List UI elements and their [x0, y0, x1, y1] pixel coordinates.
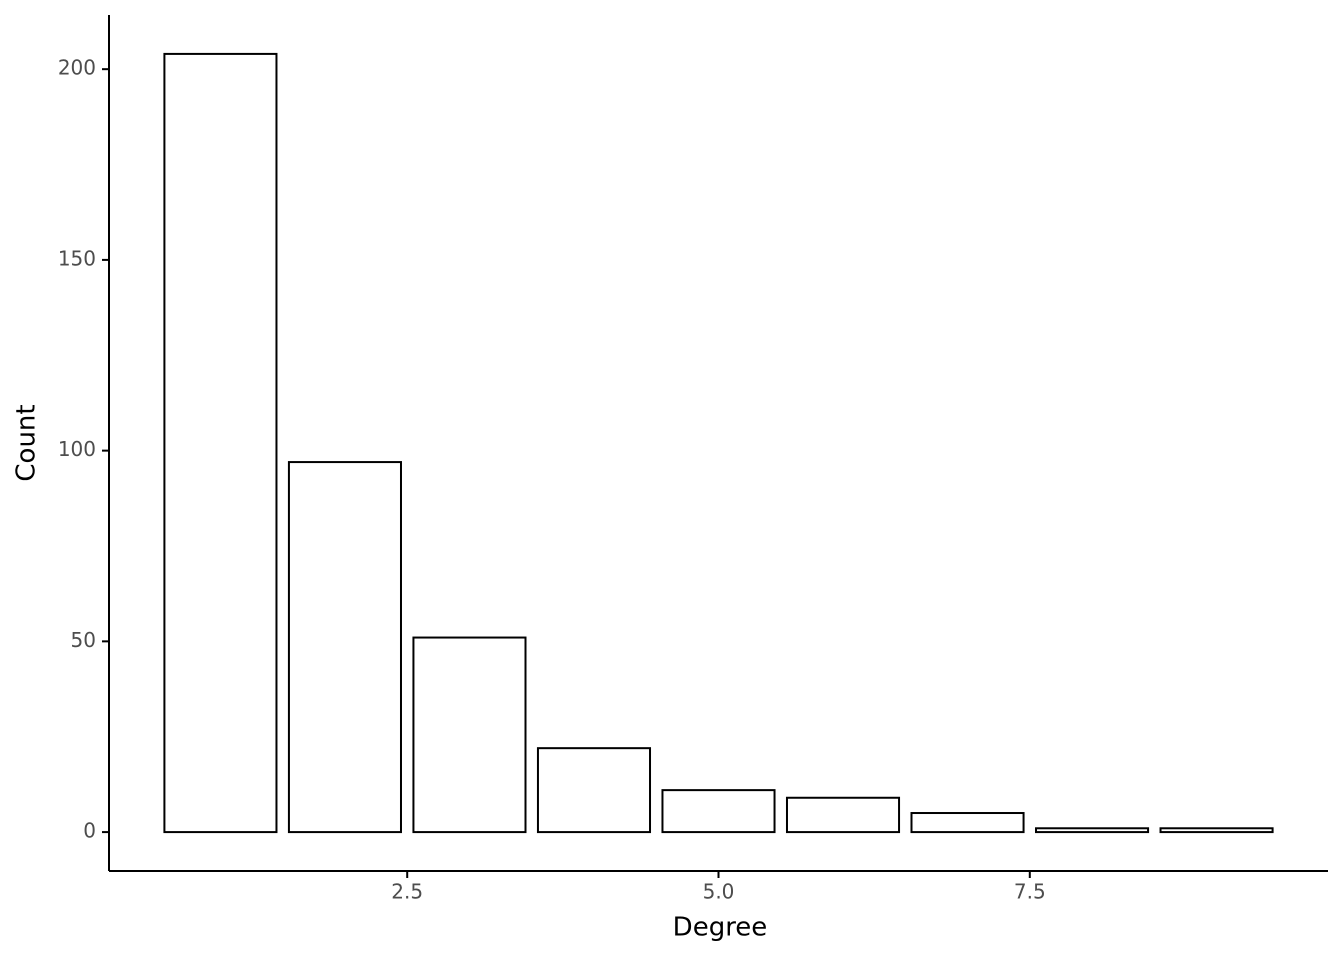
bar — [1159, 827, 1274, 834]
x-tick-label: 2.5 — [391, 880, 423, 904]
y-tick-label: 100 — [58, 437, 96, 461]
y-tick-label: 200 — [58, 56, 96, 80]
y-axis-title: Count — [12, 404, 42, 481]
bar — [785, 796, 901, 834]
bar — [287, 461, 402, 834]
bar — [163, 52, 278, 834]
bar — [536, 747, 652, 834]
bar — [910, 812, 1025, 834]
y-tick-label: 150 — [58, 246, 96, 270]
x-tick-label: 7.5 — [1014, 880, 1046, 904]
bar — [1035, 827, 1150, 834]
y-tick-label: 50 — [71, 628, 96, 652]
bar — [661, 789, 776, 834]
x-tick-label: 5.0 — [703, 880, 735, 904]
bar — [412, 636, 527, 834]
x-axis-title: Degree — [673, 913, 768, 943]
y-tick-label: 0 — [83, 819, 96, 843]
